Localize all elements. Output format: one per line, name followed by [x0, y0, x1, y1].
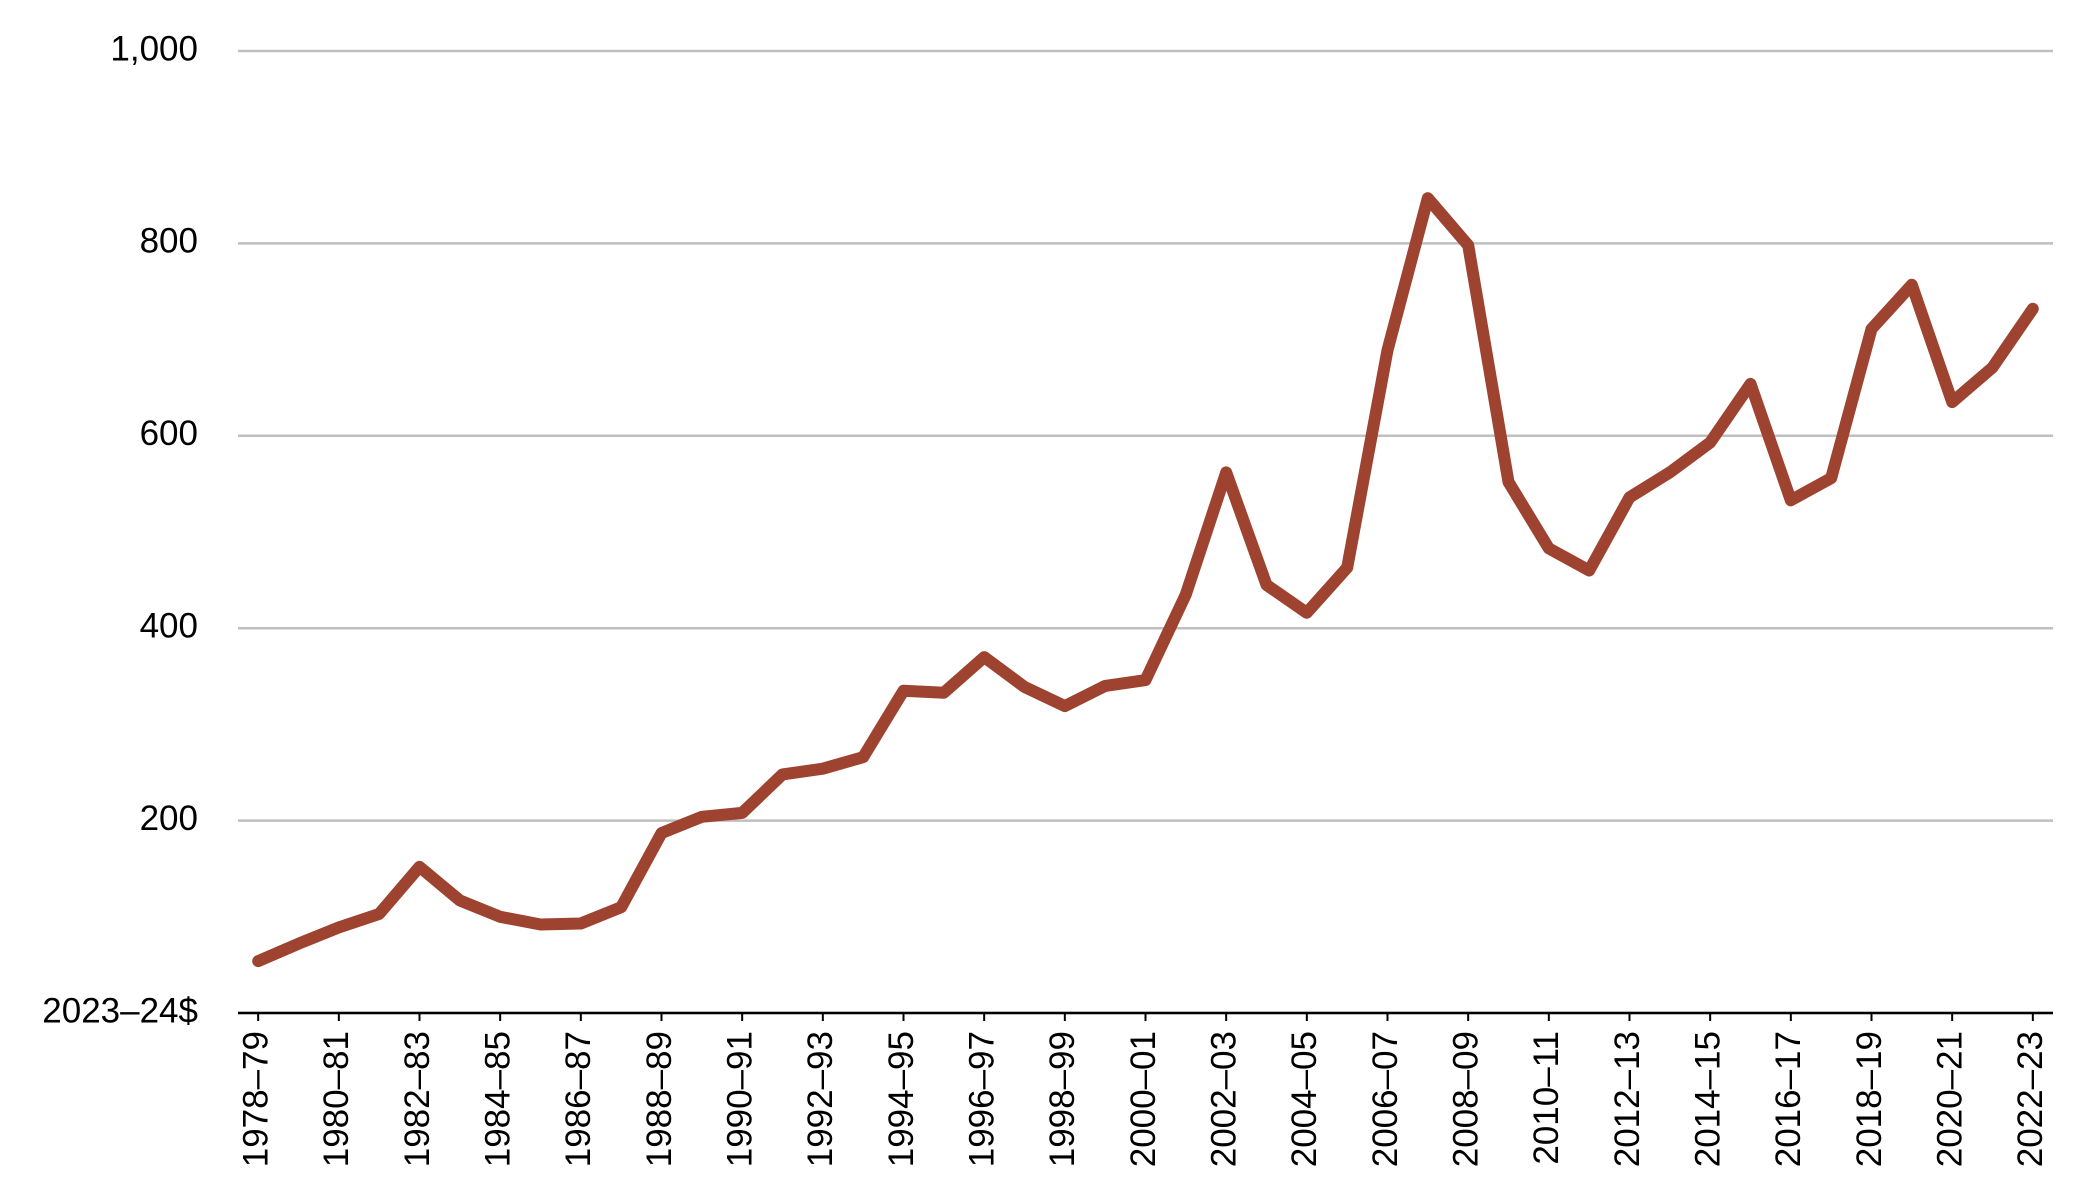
y-tick-label: 400 [140, 606, 198, 645]
x-tick-label: 1986–87 [559, 1031, 598, 1167]
x-tick-label: 1994–95 [882, 1031, 921, 1167]
y-tick-label: 800 [140, 222, 198, 261]
x-tick-label: 2010–11 [1527, 1031, 1566, 1165]
x-tick-label: 1996–97 [962, 1031, 1001, 1167]
y-tick-label: 1,000 [110, 29, 198, 68]
x-tick-label: 2012–13 [1608, 1031, 1647, 1167]
x-tick-label: 2000–01 [1124, 1031, 1163, 1167]
x-tick-label: 1988–89 [640, 1031, 679, 1167]
x-tick-label: 1980–81 [317, 1031, 356, 1167]
x-tick-label: 2002–03 [1204, 1031, 1243, 1167]
x-tick-label: 1998–99 [1043, 1031, 1082, 1167]
x-tick-label: 2004–05 [1285, 1031, 1324, 1167]
x-tick-label: 2006–07 [1366, 1031, 1405, 1167]
line [252, 192, 2039, 968]
x-tick-label: 2014–15 [1688, 1031, 1727, 1167]
x-tick-label: 2016–17 [1769, 1031, 1808, 1167]
x-tick-label: 1982–83 [398, 1031, 437, 1167]
x-tick-label: 2018–19 [1850, 1031, 1889, 1167]
x-tick-label: 2008–09 [1446, 1031, 1485, 1167]
x-tick-label: 1984–85 [478, 1031, 517, 1167]
x-tick-label: 2020–21 [1930, 1031, 1969, 1167]
y-tick-label: 200 [140, 799, 198, 838]
y-tick-label: 600 [140, 414, 198, 453]
x-tick-label: 2022–23 [2011, 1031, 2050, 1167]
x-tick-label: 1978–79 [236, 1031, 275, 1167]
x-tick-label: 1992–93 [801, 1031, 840, 1167]
x-tick-label: 1990–91 [720, 1031, 759, 1167]
y-tick-label: 2023–24$ [42, 991, 198, 1030]
